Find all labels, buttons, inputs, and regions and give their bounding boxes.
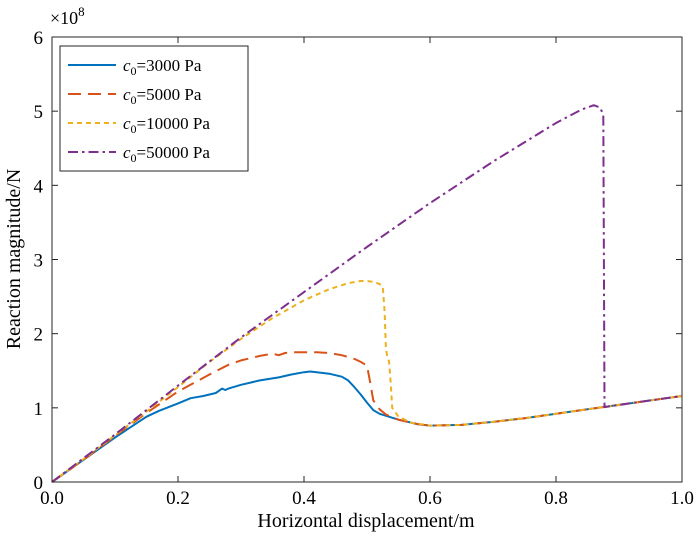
series-layer bbox=[51, 104, 683, 483]
legend-label-4: c0=50000 Pa bbox=[123, 143, 210, 165]
y-multiplier-base: ×10 bbox=[50, 8, 78, 28]
legend-label-1: c0=3000 Pa bbox=[123, 56, 202, 78]
legend-label-3: c0=10000 Pa bbox=[123, 114, 210, 136]
y-tick-label: 3 bbox=[34, 251, 44, 272]
ticks-layer: 0.0 0.2 0.4 0.6 0.8 1.0 0 1 2 3 4 5 6 bbox=[34, 28, 694, 509]
y-tick-label: 5 bbox=[34, 102, 44, 123]
x-tick-label: 0.2 bbox=[166, 488, 190, 509]
y-tick-label: 1 bbox=[34, 399, 44, 420]
y-tick-label: 6 bbox=[34, 28, 44, 49]
x-tick-label: 0.4 bbox=[292, 488, 316, 509]
legend: c0=3000 Pa c0=5000 Pa c0=10000 Pa c0=50000 … bbox=[59, 45, 249, 172]
x-axis-title: Horizontal displacement/m bbox=[257, 510, 475, 532]
legend-label-2: c0=5000 Pa bbox=[123, 85, 202, 107]
y-axis-title: Reaction magnitude/N bbox=[3, 169, 25, 350]
legend-box bbox=[59, 45, 249, 172]
x-tick-label: 0.0 bbox=[40, 488, 64, 509]
x-tick-label: 0.6 bbox=[418, 488, 442, 509]
x-tick-label: 1.0 bbox=[670, 488, 694, 509]
series-line-4 bbox=[51, 104, 683, 483]
y-tick-label: 4 bbox=[34, 176, 44, 197]
y-multiplier: ×108 bbox=[50, 4, 85, 28]
y-multiplier-exponent: 8 bbox=[78, 4, 85, 19]
y-tick-label: 0 bbox=[34, 473, 44, 494]
x-tick-label: 0.8 bbox=[544, 488, 568, 509]
y-tick-label: 2 bbox=[34, 325, 44, 346]
